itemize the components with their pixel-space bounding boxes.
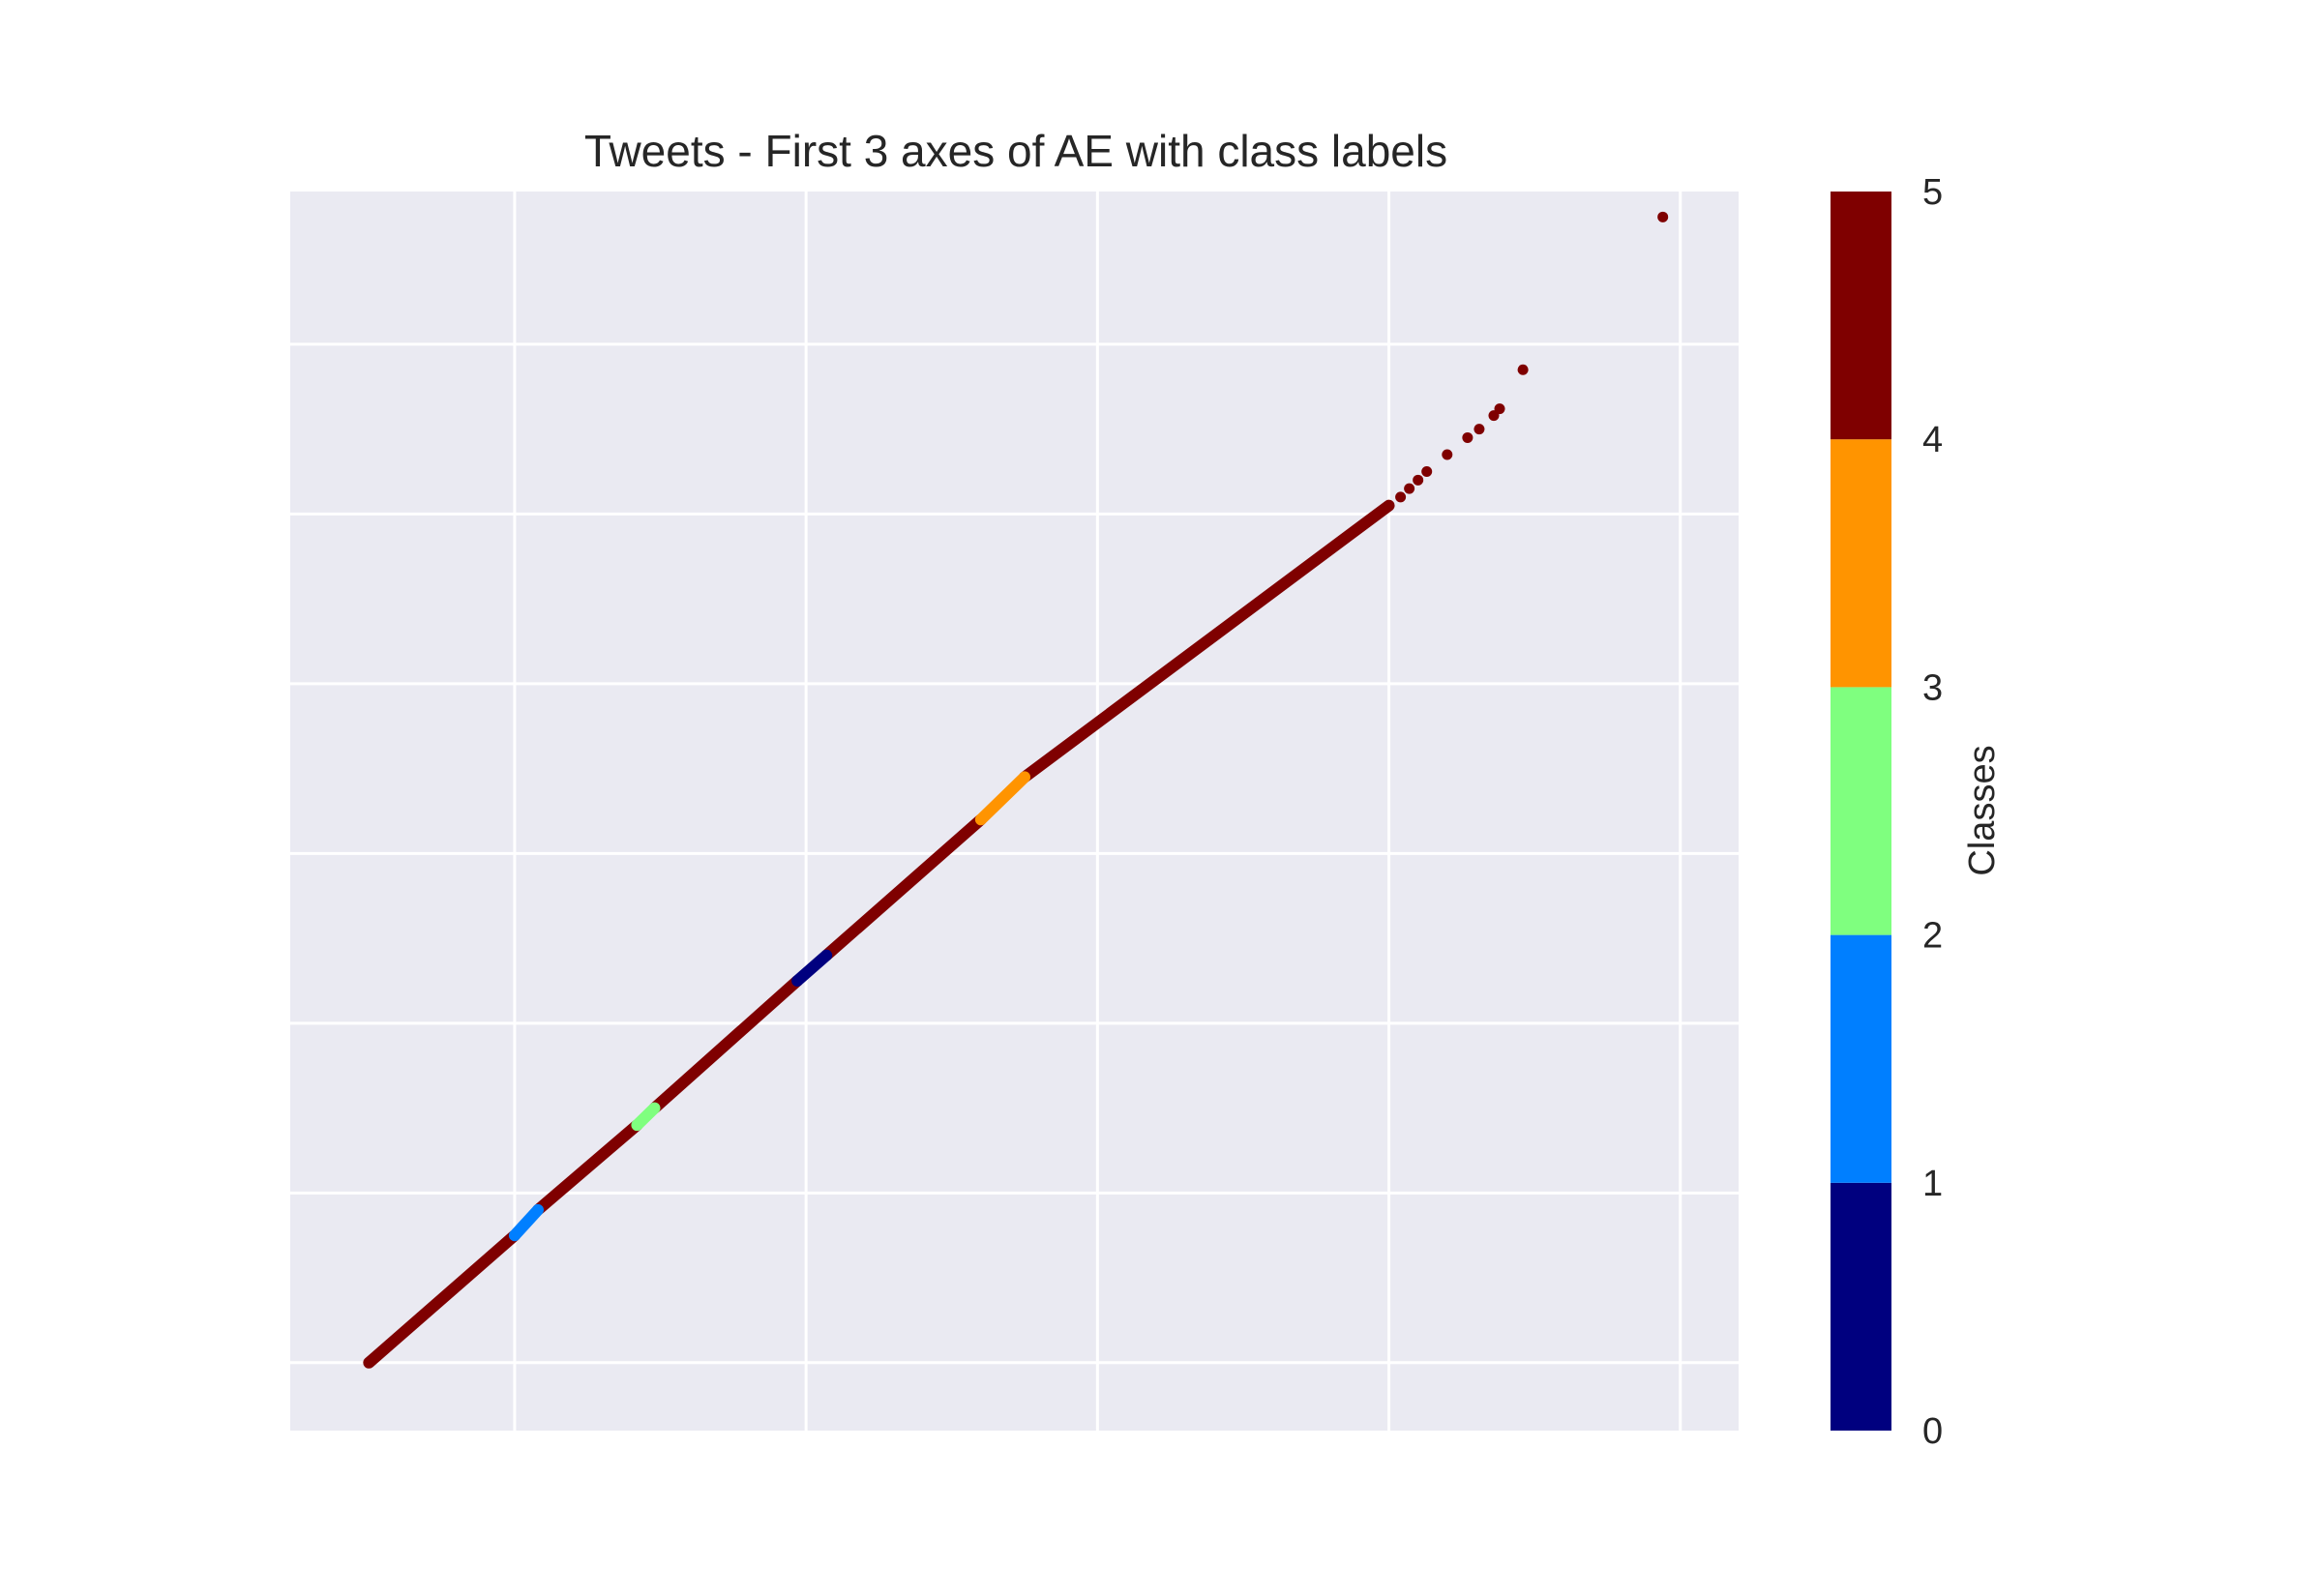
data-point [1421, 466, 1433, 478]
colorbar-segment-1 [1831, 934, 1891, 1183]
data-point [1372, 508, 1384, 519]
colorbar-tick-label: 2 [1922, 916, 1943, 957]
data-point [1442, 449, 1453, 460]
colorbar: 0 1 2 3 4 5 [1831, 172, 1943, 1452]
data-segment-class-0 [791, 949, 833, 987]
data-point [1657, 211, 1669, 222]
data-point [1395, 491, 1407, 503]
data-point [1404, 483, 1415, 494]
colorbar-tick-label: 4 [1922, 420, 1943, 460]
colorbar-segment-0 [1831, 1182, 1891, 1431]
colorbar-tick-label: 5 [1922, 172, 1943, 213]
data-point [1517, 364, 1529, 375]
colorbar-segment-2 [1831, 687, 1891, 935]
data-layer [363, 211, 1669, 1369]
colorbar-label: Classes [1962, 745, 2003, 875]
data-point [1384, 500, 1395, 512]
data-segment-class-3 [974, 771, 1031, 826]
data-segment-class-4 [363, 1229, 521, 1369]
data-point [1494, 403, 1505, 415]
data-segment-class-4 [820, 813, 987, 961]
data-segment-class-2 [631, 1102, 661, 1132]
colorbar-tick-label: 3 [1922, 667, 1943, 708]
colorbar-segment-4 [1831, 192, 1891, 440]
colorbar-tick-label: 1 [1922, 1164, 1943, 1204]
data-segment-class-4 [648, 974, 804, 1114]
chart-title: Tweets - First 3 axes of AE with class l… [584, 126, 1447, 176]
data-point [1462, 431, 1474, 443]
colorbar-tick-label: 0 [1922, 1411, 1943, 1452]
data-point [1413, 474, 1424, 486]
colorbar-segment-3 [1831, 439, 1891, 688]
data-segment-class-4 [532, 1119, 643, 1216]
data-point [1474, 424, 1485, 435]
data-segment-class-4 [1019, 499, 1395, 783]
gridlines [290, 192, 1739, 1431]
data-segment-class-1 [508, 1203, 545, 1242]
